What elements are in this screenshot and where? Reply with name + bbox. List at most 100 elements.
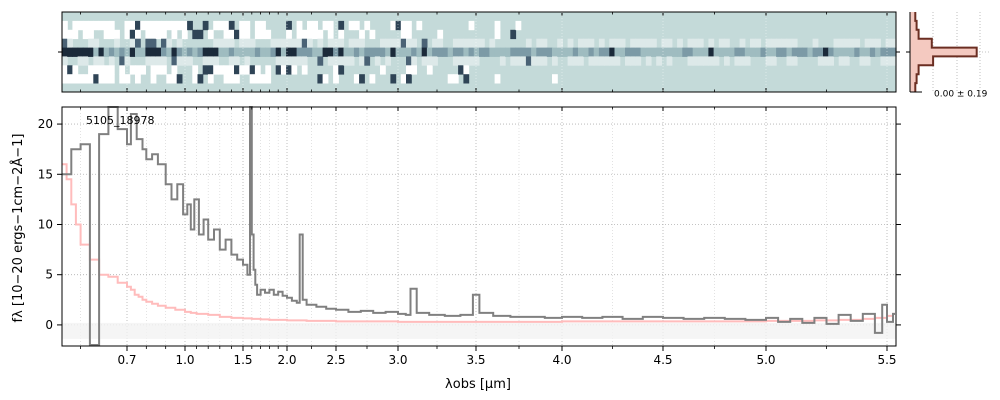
heat-cell xyxy=(119,74,126,84)
heat-cell xyxy=(72,29,79,40)
heat-cell xyxy=(228,47,235,57)
heat-cell xyxy=(166,38,173,48)
heat-cell xyxy=(108,65,115,75)
heat-cell xyxy=(489,47,496,57)
heat-cell xyxy=(260,29,266,40)
heat-cell xyxy=(176,38,183,48)
heat-cell xyxy=(458,56,464,66)
heat-cell xyxy=(692,56,699,66)
heat-cell xyxy=(458,65,464,75)
heat-cell xyxy=(317,47,324,57)
heat-cell xyxy=(776,38,782,48)
heat-cell xyxy=(135,38,141,48)
heat-cell xyxy=(625,47,631,57)
heat-cell xyxy=(103,74,110,84)
profile-panel: 0.00 ± 0.19 xyxy=(906,12,990,100)
heat-cell xyxy=(135,20,141,31)
heat-cell xyxy=(197,29,204,40)
heat-cell xyxy=(666,38,673,48)
heat-cell xyxy=(82,20,89,31)
heat-cell xyxy=(338,20,345,31)
heat-cell xyxy=(411,56,417,66)
x-tick-label: 1.5 xyxy=(233,353,252,367)
heat-cell xyxy=(145,56,152,66)
heat-cell xyxy=(458,47,464,57)
heat-cell xyxy=(635,47,642,57)
heat-cell xyxy=(849,38,855,48)
heat-cell xyxy=(400,74,407,84)
heat-cell xyxy=(228,38,235,48)
heat-cell xyxy=(843,38,850,48)
heat-cell xyxy=(385,38,391,48)
heat-cell xyxy=(119,56,126,66)
heat-cell xyxy=(254,29,261,40)
heat-cell xyxy=(744,47,751,57)
heat-cell xyxy=(734,47,741,57)
heat-cell xyxy=(239,29,245,40)
heat-cell xyxy=(129,65,136,75)
heat-cell xyxy=(161,56,167,66)
x-tick-label: 1.0 xyxy=(175,353,194,367)
heat-cell xyxy=(166,20,173,31)
heat-cell xyxy=(77,20,84,31)
heat-cell xyxy=(348,38,355,48)
heat-cell xyxy=(437,38,444,48)
heat-cell xyxy=(479,47,485,57)
heat-cell xyxy=(494,74,501,84)
heat-cell xyxy=(254,65,261,75)
heat-cell xyxy=(213,47,219,57)
heat-cell xyxy=(155,29,162,40)
heat-cell xyxy=(817,47,824,57)
heat-cell xyxy=(249,65,256,75)
heat-cell xyxy=(286,29,292,40)
profile-line xyxy=(914,12,978,92)
heat-cell xyxy=(291,47,298,57)
heat-cell xyxy=(254,74,261,84)
heat-cell xyxy=(843,47,850,57)
heat-cell xyxy=(260,20,266,31)
heat-cell xyxy=(181,47,188,57)
heat-cell xyxy=(176,20,183,31)
heat-cell xyxy=(677,47,683,57)
heat-cell xyxy=(437,29,444,40)
heat-cell xyxy=(234,74,240,84)
heat-cell xyxy=(322,20,329,31)
heat-cell xyxy=(114,47,120,57)
heat-cell xyxy=(473,56,480,66)
heat-cell xyxy=(312,47,318,57)
heat-cell xyxy=(739,47,746,57)
heat-cell xyxy=(161,20,167,31)
heat-cell xyxy=(67,29,73,40)
heat-cell xyxy=(317,38,324,48)
heat-cell xyxy=(218,20,225,31)
heat-cell xyxy=(390,38,397,48)
heat-cell xyxy=(286,20,292,31)
heat-cell xyxy=(244,20,251,31)
heat-cell xyxy=(280,65,287,75)
heat-cell xyxy=(697,47,704,57)
heat-cell xyxy=(72,74,79,84)
heat-cell xyxy=(62,74,68,84)
heat-cell xyxy=(244,65,251,75)
heat-cell xyxy=(536,38,543,48)
heat-cell xyxy=(499,56,506,66)
heat-cell xyxy=(452,47,459,57)
heat-cell xyxy=(234,65,240,75)
heat-cell xyxy=(651,38,657,48)
heat-cell xyxy=(515,20,522,31)
heat-cell xyxy=(536,47,543,57)
heat-cell xyxy=(338,29,345,40)
heat-cell xyxy=(630,56,636,66)
heat-cell xyxy=(625,56,631,66)
heat-cell xyxy=(213,20,219,31)
flux-series-line xyxy=(62,106,895,346)
heat-cell xyxy=(327,20,334,31)
heat-cell xyxy=(395,20,402,31)
heat-cell xyxy=(275,47,282,57)
heat-cell xyxy=(301,65,308,75)
heat-cell xyxy=(202,47,209,57)
heat-cell xyxy=(176,47,183,57)
heat-cell xyxy=(463,65,470,75)
heat-cell xyxy=(604,56,610,66)
heat-cell xyxy=(98,65,105,75)
